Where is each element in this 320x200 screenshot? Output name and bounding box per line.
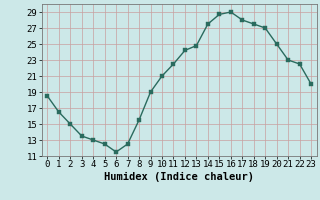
X-axis label: Humidex (Indice chaleur): Humidex (Indice chaleur) bbox=[104, 172, 254, 182]
